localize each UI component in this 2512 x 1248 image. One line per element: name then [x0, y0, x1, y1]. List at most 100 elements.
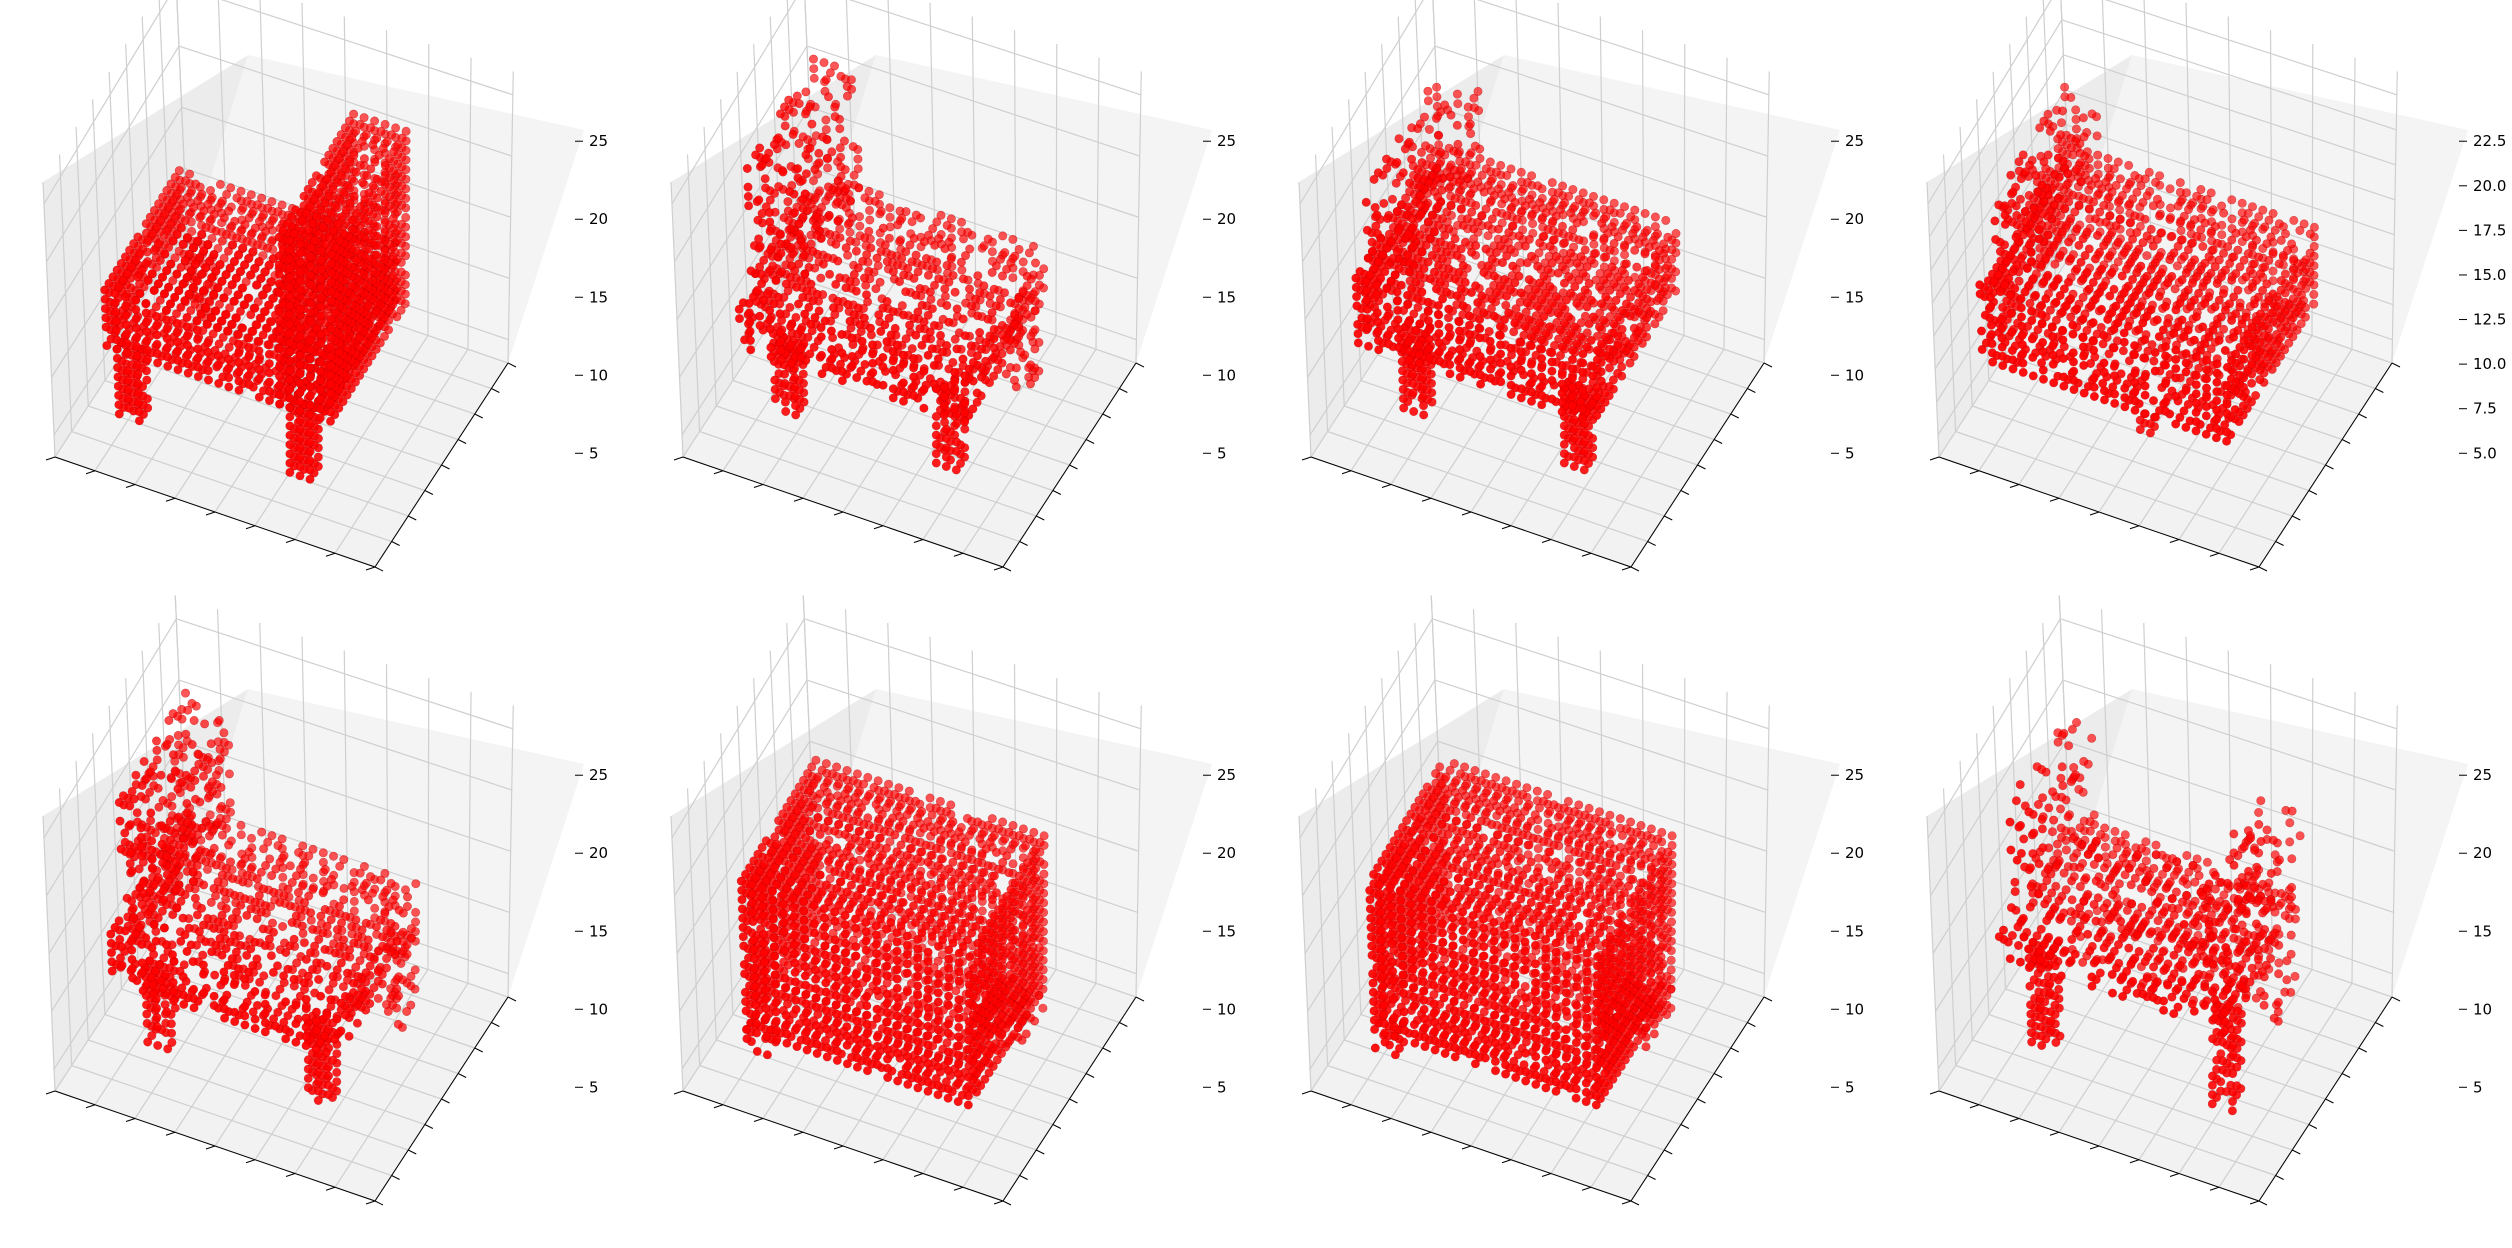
voxel-point — [316, 255, 326, 265]
voxel-point — [1577, 413, 1587, 423]
voxel-point — [299, 191, 309, 201]
voxel-point — [901, 287, 911, 297]
y-tick — [1680, 490, 1690, 495]
voxel-point — [1404, 337, 1414, 347]
voxel-point — [780, 121, 790, 131]
x-tick — [1461, 511, 1472, 516]
voxel-point — [133, 360, 143, 370]
voxel-point — [1433, 192, 1443, 202]
voxel-point — [842, 82, 852, 92]
voxel-point — [132, 351, 142, 361]
voxel-point — [1404, 355, 1414, 365]
voxel-point — [1434, 310, 1444, 320]
voxel-point — [942, 260, 952, 270]
voxel-point — [264, 396, 274, 406]
voxel-point — [851, 246, 861, 256]
voxel-point — [2066, 92, 2076, 102]
voxel-point — [898, 396, 908, 406]
voxel-point — [1502, 211, 1512, 221]
voxel-point — [132, 342, 142, 352]
voxel-point — [305, 317, 315, 327]
voxel-point — [152, 349, 162, 359]
voxel-point — [855, 320, 865, 330]
voxel-point — [142, 327, 152, 337]
voxel-point — [1495, 330, 1505, 340]
voxel-point — [746, 266, 756, 276]
voxel-point — [888, 356, 898, 366]
voxel-point — [141, 317, 151, 327]
voxel-point — [931, 411, 941, 421]
z-tick-label: 25 — [589, 132, 608, 150]
voxel-point — [1361, 277, 1371, 287]
z-tick-label: 20.0 — [2473, 177, 2506, 195]
voxel-point — [1372, 210, 1382, 220]
voxel-point — [1522, 258, 1532, 268]
voxel-point — [1473, 298, 1483, 308]
voxel-point — [1384, 339, 1394, 349]
voxel-point — [1026, 331, 1036, 341]
voxel-point — [326, 407, 336, 417]
voxel-point — [809, 64, 819, 74]
voxel-point — [855, 221, 865, 231]
voxel-point — [1455, 354, 1465, 364]
voxel-point — [1625, 358, 1635, 368]
voxel-point — [1485, 336, 1495, 346]
voxel-point — [1508, 261, 1518, 271]
voxel-point — [234, 348, 244, 358]
voxel-point — [2227, 195, 2237, 205]
voxel-point — [742, 164, 752, 174]
y-tick — [1747, 388, 1756, 393]
voxel-point — [819, 58, 829, 68]
voxel-point — [182, 312, 192, 322]
voxel-point — [919, 403, 929, 413]
voxel-point — [775, 109, 785, 119]
voxel-point — [305, 456, 315, 466]
voxel-point — [305, 400, 315, 410]
voxel-point — [306, 243, 316, 253]
y-tick — [1697, 464, 1706, 470]
voxel-point — [1394, 254, 1404, 264]
voxel-point — [2217, 230, 2227, 240]
voxel-point — [756, 269, 766, 279]
voxel-point — [285, 467, 295, 477]
voxel-point — [1363, 314, 1373, 324]
voxel-point — [1506, 343, 1516, 353]
voxel-point — [295, 415, 305, 425]
voxel-point — [1373, 229, 1383, 239]
voxel-point — [295, 387, 305, 397]
voxel-point — [1496, 340, 1506, 350]
voxel-point — [761, 183, 771, 193]
voxel-point — [316, 283, 326, 293]
voxel-point — [2305, 229, 2315, 239]
voxel-point — [780, 397, 790, 407]
voxel-point — [222, 189, 232, 199]
voxel-point — [277, 200, 287, 210]
voxel-point — [244, 342, 254, 352]
voxel-point — [305, 382, 315, 392]
voxel-point — [1533, 181, 1543, 191]
voxel-point — [114, 400, 124, 410]
voxel-point — [380, 161, 390, 171]
voxel-point — [203, 347, 213, 357]
voxel-point — [162, 324, 172, 334]
voxel-point — [833, 216, 843, 226]
voxel-point — [825, 269, 835, 279]
voxel-point — [960, 331, 970, 341]
voxel-point — [143, 275, 153, 285]
voxel-point — [882, 337, 892, 347]
voxel-point — [1392, 287, 1402, 297]
voxel-point — [142, 336, 152, 346]
voxel-point — [213, 360, 223, 370]
voxel-point — [1464, 112, 1474, 122]
voxel-point — [796, 325, 806, 335]
voxel-point — [2124, 160, 2134, 170]
voxel-point — [870, 196, 880, 206]
voxel-point — [1588, 398, 1598, 408]
voxel-point — [100, 285, 110, 295]
x-tick — [1581, 552, 1592, 557]
voxel-point — [2057, 118, 2067, 128]
voxel-point — [857, 336, 867, 346]
voxel-point — [303, 225, 313, 235]
voxel-point — [1547, 357, 1557, 367]
voxel-point — [868, 340, 878, 350]
